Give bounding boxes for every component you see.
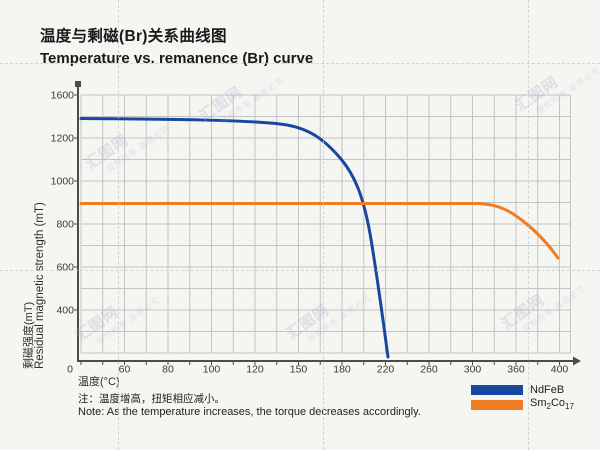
x-tick-label: 300 bbox=[464, 364, 482, 376]
legend-item-ndfeb: NdFeB bbox=[471, 382, 574, 397]
x-tick-label: 120 bbox=[246, 364, 264, 376]
x-tick-label: 150 bbox=[290, 364, 308, 376]
y-tick-label: 1000 bbox=[51, 176, 75, 188]
y-axis-title-en: Residual magnetic strength (mT) bbox=[34, 202, 46, 369]
footnote-cn: 注：温度增高，扭矩相应减小。 bbox=[78, 393, 225, 405]
x-tick-label: 100 bbox=[203, 364, 221, 376]
x-tick-label: 220 bbox=[377, 364, 395, 376]
y-tick-label: 600 bbox=[56, 262, 74, 274]
legend: NdFeB Sm2Co17 bbox=[471, 382, 574, 412]
footnote: 注：温度增高，扭矩相应减小。 Note: As the temperature … bbox=[78, 393, 421, 419]
x-tick-label: 180 bbox=[333, 364, 351, 376]
y-tick-label: 1600 bbox=[51, 90, 75, 102]
legend-item-sm2co17: Sm2Co17 bbox=[471, 397, 574, 412]
x-axis-title: 温度(°C) bbox=[78, 376, 120, 388]
footnote-en: Note: As the temperature increases, the … bbox=[78, 406, 421, 418]
sm2co17-curve bbox=[79, 202, 560, 260]
x-tick-label: 260 bbox=[420, 364, 438, 376]
x-tick-label: 400 bbox=[551, 364, 569, 376]
x-axis-arrow-icon bbox=[573, 356, 581, 366]
legend-label-sm2co17: Sm2Co17 bbox=[530, 397, 574, 412]
page-title-cn: 温度与剩磁(Br)关系曲线图 bbox=[40, 28, 227, 45]
page-title-en: Temperature vs. remanence (Br) curve bbox=[40, 50, 314, 67]
y-tick-label: 400 bbox=[56, 305, 74, 317]
x-tick-label: 360 bbox=[507, 364, 525, 376]
sm2co17-color-swatch bbox=[471, 399, 523, 410]
y-axis-cap-icon bbox=[75, 81, 81, 87]
x-tick-label: 80 bbox=[162, 364, 174, 376]
chart-header: 温度与剩磁(Br)关系曲线图 Temperature vs. remanence… bbox=[40, 26, 313, 70]
x-tick-label: 0 bbox=[67, 364, 73, 376]
ndfeb-curve bbox=[79, 117, 390, 359]
x-tick-label: 60 bbox=[119, 364, 131, 376]
y-tick-label: 1200 bbox=[51, 133, 75, 145]
legend-label-ndfeb: NdFeB bbox=[530, 383, 565, 396]
ndfeb-color-swatch bbox=[471, 384, 523, 395]
y-tick-label: 800 bbox=[56, 219, 74, 231]
